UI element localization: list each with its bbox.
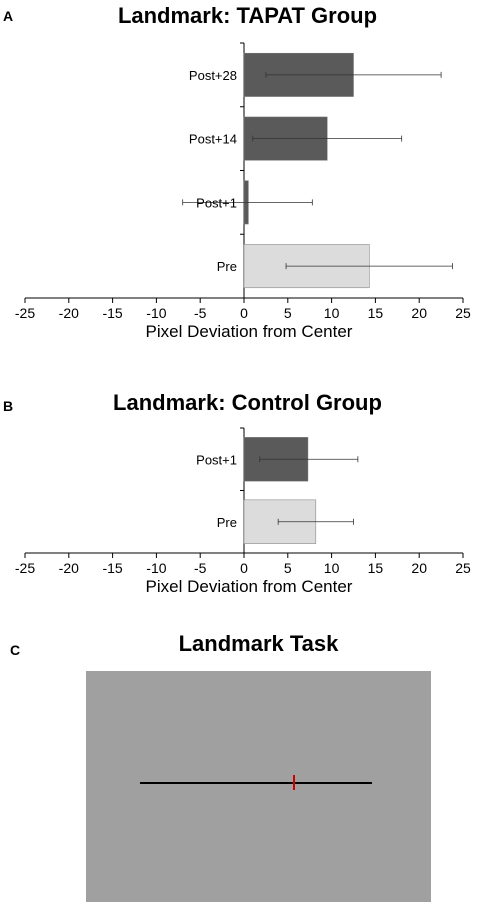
x-tick-label: 20 xyxy=(411,305,427,321)
category-label: Post+1 xyxy=(196,452,237,467)
x-tick-label: -25 xyxy=(15,305,35,321)
x-tick-label: -10 xyxy=(146,560,166,576)
panel-letter-a: A xyxy=(3,8,14,24)
x-tick-label: -5 xyxy=(194,305,207,321)
x-tick-label: -5 xyxy=(194,560,207,576)
x-tick-label: 10 xyxy=(324,560,340,576)
category-label: Post+1 xyxy=(196,195,237,210)
tapat-chart: Post+28 Post+14 Post+1 Pre -25 -20 -15 -10 -5 0 5 1… xyxy=(15,42,471,341)
x-tick-label: -10 xyxy=(146,305,166,321)
chart-title-control: Landmark: Control Group xyxy=(113,390,382,415)
category-label: Pre xyxy=(217,259,237,274)
panel-letter-b: B xyxy=(3,398,14,414)
x-tick-label: -25 xyxy=(15,560,35,576)
x-tick-label: -15 xyxy=(102,305,122,321)
x-tick-label: 5 xyxy=(284,560,292,576)
x-tick-label: 5 xyxy=(284,305,292,321)
x-tick-label: 15 xyxy=(368,305,384,321)
x-tick-label: 0 xyxy=(240,560,248,576)
x-tick-label: 0 xyxy=(240,305,248,321)
x-tick-label: 25 xyxy=(455,305,471,321)
x-tick-label: 15 xyxy=(368,560,384,576)
landmark-task-svg xyxy=(140,775,372,790)
chart-title-tapat: Landmark: TAPAT Group xyxy=(117,3,378,28)
x-tick-label: -15 xyxy=(102,560,122,576)
category-label: Post+14 xyxy=(189,132,237,147)
x-tick-label: 25 xyxy=(455,560,471,576)
control-chart: Post+1 Pre -25 -20 -15 -10 -5 0 5 10 15 20 25 Pixel D… xyxy=(15,427,471,596)
panel-letter-c: C xyxy=(10,642,21,658)
x-tick-label: 10 xyxy=(324,305,340,321)
landmark-task-stimulus xyxy=(86,671,431,902)
category-label: Pre xyxy=(217,515,237,530)
x-tick-label: -20 xyxy=(59,560,79,576)
category-label: Post+28 xyxy=(189,68,237,83)
x-axis-label: Pixel Deviation from Center xyxy=(146,322,353,341)
task-title: Landmark Task xyxy=(178,631,339,656)
x-axis-label: Pixel Deviation from Center xyxy=(146,577,353,596)
x-tick-label: -20 xyxy=(59,305,79,321)
x-tick-label: 20 xyxy=(411,560,427,576)
